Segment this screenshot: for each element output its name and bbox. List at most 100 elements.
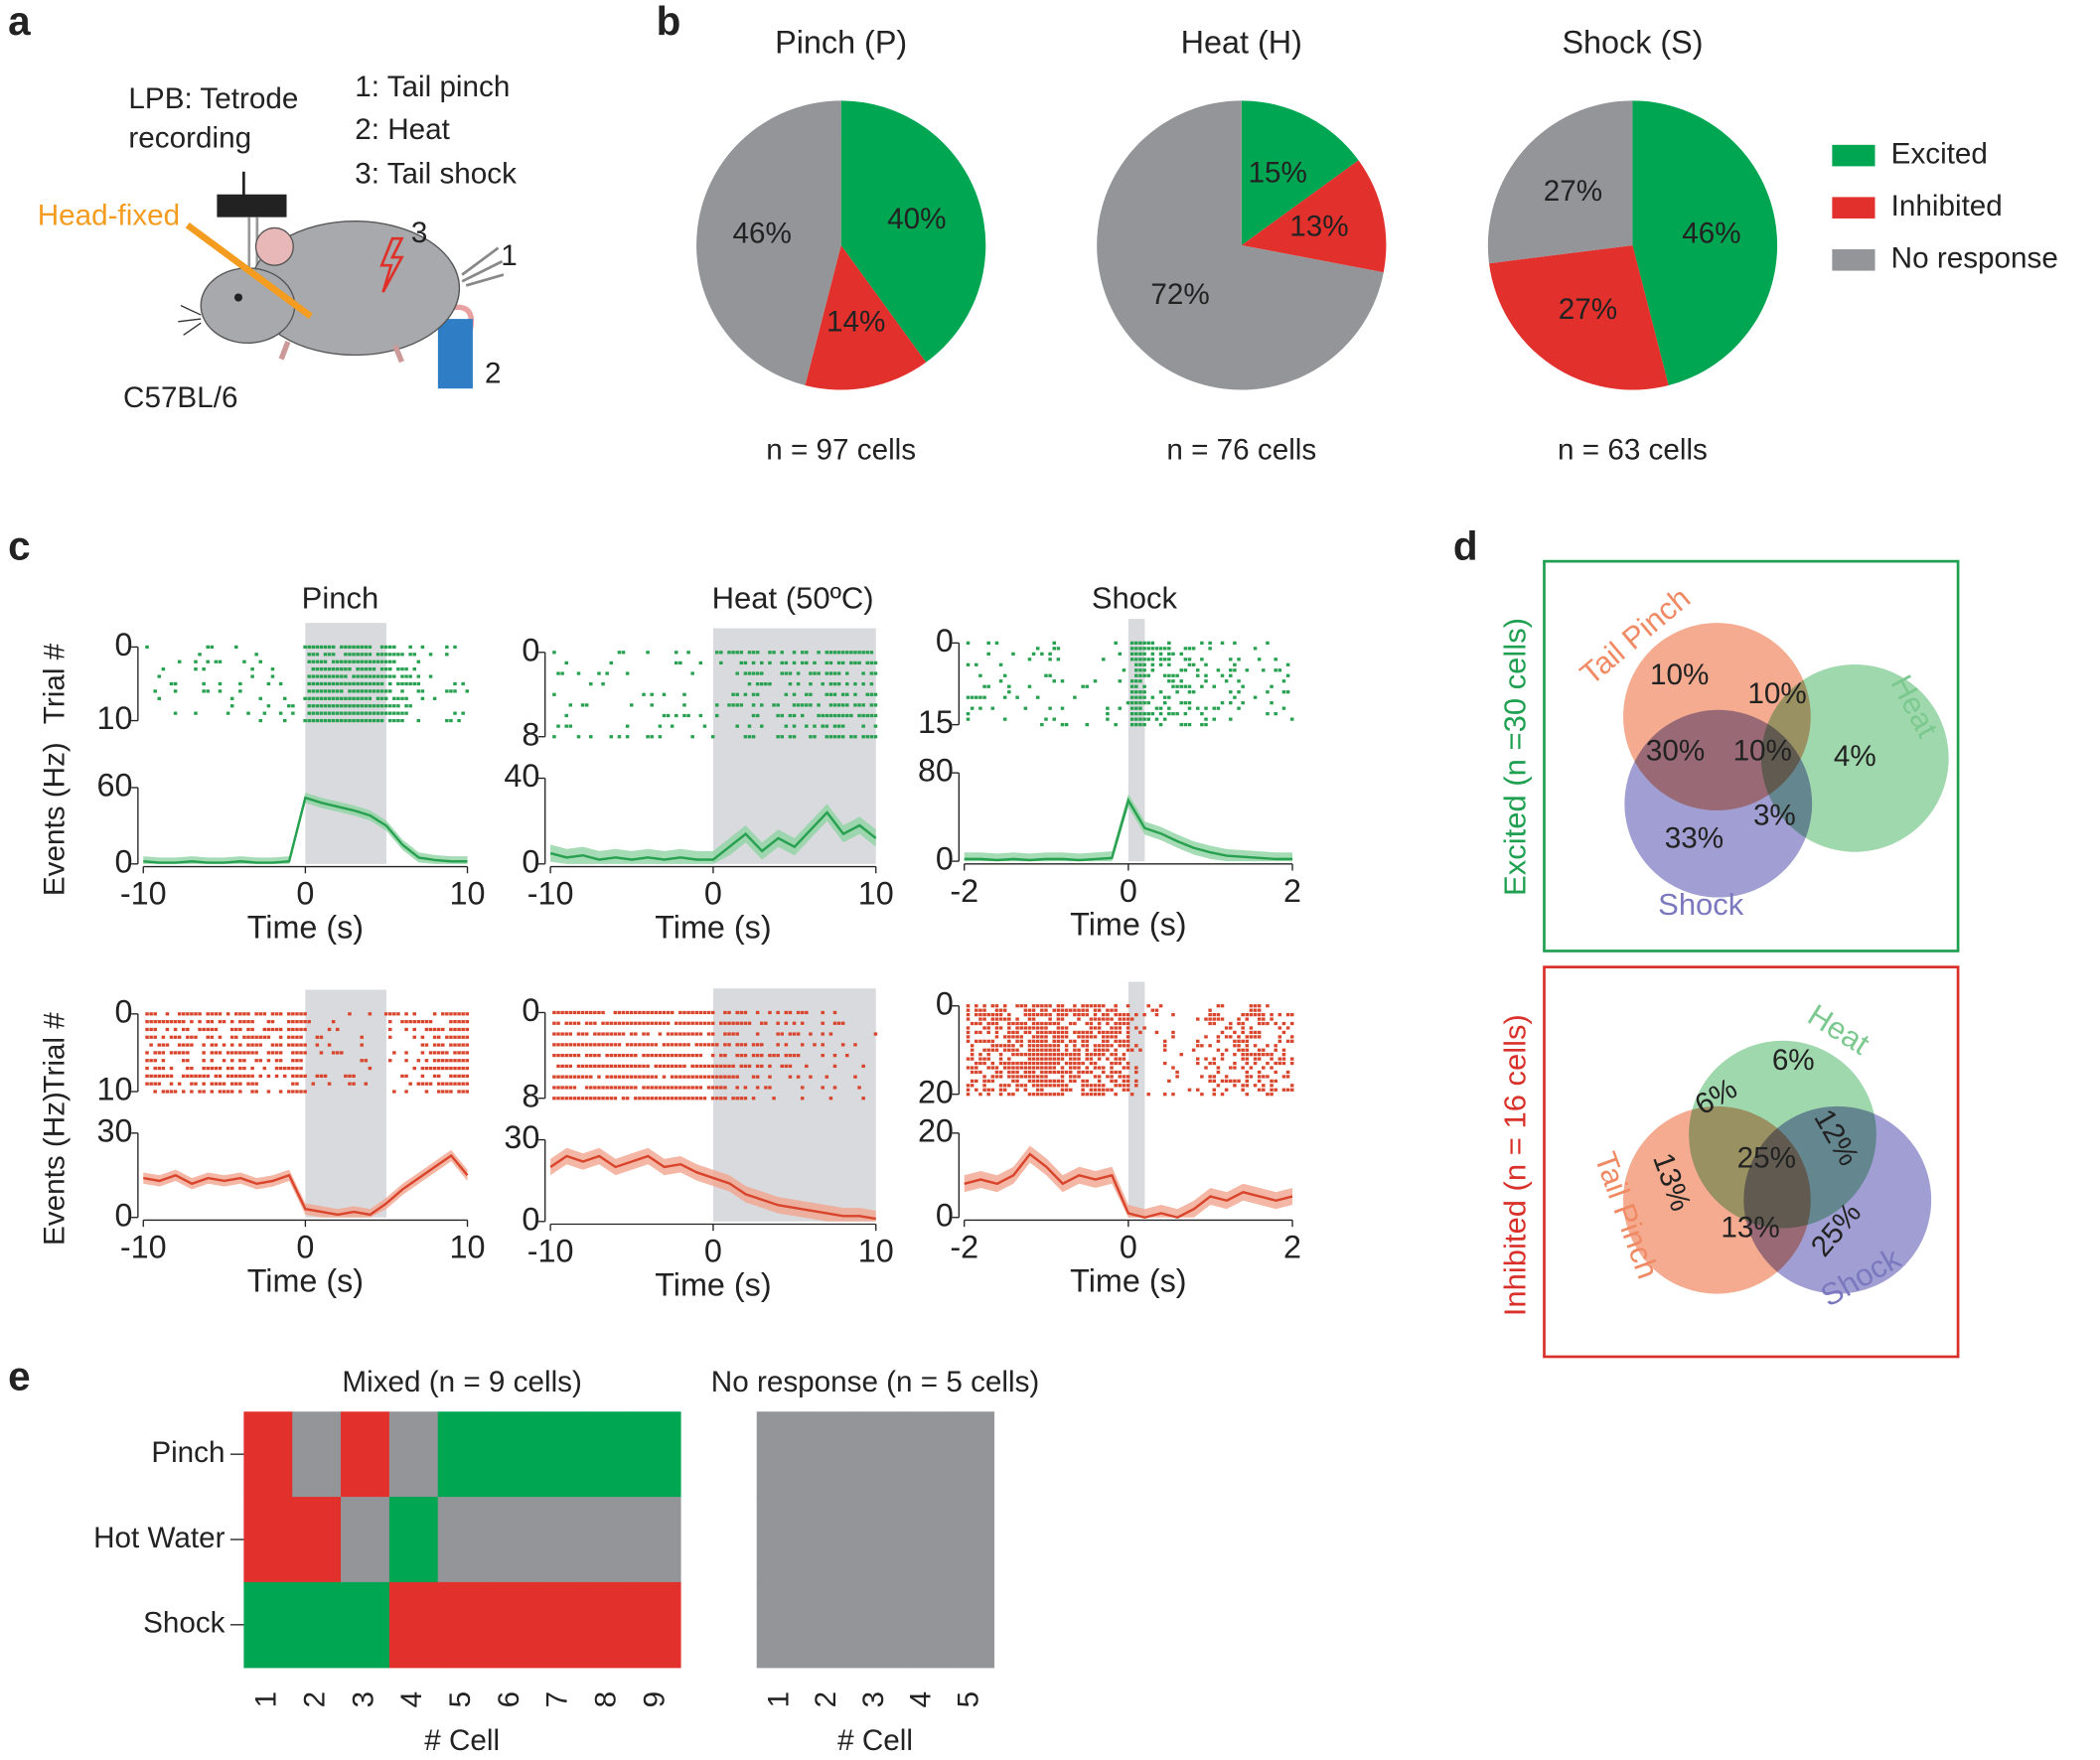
- raster-event: [556, 1086, 560, 1090]
- raster-event: [461, 1090, 465, 1094]
- raster-event: [861, 651, 865, 655]
- raster-event: [1134, 706, 1138, 710]
- raster-event: [1183, 722, 1188, 727]
- raster-event: [364, 689, 369, 693]
- raster-event: [654, 1075, 659, 1079]
- raster-event: [1229, 668, 1233, 672]
- raster-event: [1011, 652, 1015, 656]
- raster-event: [291, 1059, 295, 1063]
- raster-event: [1015, 1004, 1019, 1008]
- raster-event: [813, 724, 817, 728]
- raster-event: [1064, 722, 1069, 727]
- raster-event: [436, 1059, 441, 1063]
- raster-event: [609, 1097, 614, 1100]
- raster-event: [311, 653, 316, 657]
- raster-event: [1212, 1061, 1217, 1066]
- raster-event: [1154, 1013, 1159, 1017]
- raster-event: [780, 1064, 785, 1069]
- raster-event: [731, 1032, 735, 1036]
- raster-event: [662, 1075, 667, 1079]
- raster-event: [1262, 1088, 1266, 1092]
- line: [143, 1153, 469, 1217]
- raster-event: [982, 1026, 986, 1030]
- raster-event: [861, 703, 865, 707]
- raster-event: [853, 1043, 857, 1047]
- raster-event: [1138, 662, 1142, 666]
- raster-event: [214, 1051, 219, 1055]
- raster-event: [731, 1097, 735, 1100]
- venn-region-label: 30%: [1646, 735, 1705, 768]
- raster-event: [1097, 1057, 1102, 1061]
- raster-event: [360, 645, 364, 650]
- raster-event: [1150, 652, 1155, 656]
- raster-event: [428, 1082, 433, 1086]
- raster-event: [727, 1064, 731, 1069]
- raster-event: [1073, 1057, 1077, 1061]
- raster-event: [465, 1027, 469, 1032]
- raster-event: [432, 1051, 437, 1055]
- raster-event: [1102, 1013, 1106, 1017]
- raster-event: [356, 667, 360, 671]
- raster-event: [654, 1010, 659, 1015]
- raster-event: [1208, 1061, 1212, 1066]
- raster-event: [392, 718, 396, 723]
- raster-event: [1002, 1061, 1007, 1066]
- raster-event: [670, 724, 675, 728]
- raster-event: [331, 704, 336, 708]
- raster-event: [1081, 1035, 1085, 1039]
- raster-event: [303, 1020, 307, 1024]
- raster-event: [865, 660, 869, 665]
- raster-event: [605, 1086, 609, 1090]
- raster-event: [299, 1035, 303, 1039]
- raster-event: [303, 1051, 307, 1055]
- raster-event: [751, 1043, 756, 1047]
- raster-event: [675, 1032, 678, 1036]
- raster-event: [229, 1059, 234, 1063]
- raster-event: [998, 1093, 1003, 1097]
- raster-event: [1138, 652, 1142, 656]
- raster-event: [331, 711, 336, 715]
- raster-event: [1102, 1066, 1106, 1070]
- raster-event: [368, 711, 373, 715]
- raster-event: [1122, 1053, 1126, 1057]
- raster-event: [1138, 695, 1142, 699]
- raster-event: [1118, 679, 1123, 683]
- raster-event: [690, 1097, 694, 1100]
- raster-event: [1204, 1066, 1208, 1070]
- raster-event: [682, 1086, 686, 1090]
- raster-event: [1253, 695, 1258, 699]
- raster-event: [315, 660, 320, 663]
- raster-event: [1093, 1004, 1098, 1008]
- raster-event: [966, 695, 971, 699]
- raster-event: [1167, 679, 1171, 683]
- raster-event: [1270, 701, 1274, 705]
- raster-event: [383, 667, 388, 671]
- raster-event: [327, 711, 332, 715]
- raster-event: [161, 1090, 166, 1094]
- raster-event: [238, 681, 242, 686]
- raster-event: [1208, 1044, 1212, 1048]
- raster-event: [760, 660, 764, 665]
- raster-event: [1035, 1044, 1040, 1048]
- panel-label: a: [8, 0, 31, 44]
- raster-event: [1106, 1039, 1110, 1043]
- raster-event: [1285, 1070, 1290, 1075]
- raster-event: [1069, 1021, 1073, 1026]
- raster-event: [1019, 1021, 1023, 1026]
- raster-event: [1129, 641, 1134, 645]
- raster-event: [375, 704, 380, 708]
- raster-event: [621, 1086, 626, 1090]
- raster-event: [449, 1020, 453, 1024]
- raster-event: [1040, 1026, 1044, 1030]
- raster-event: [552, 1097, 556, 1100]
- raster-event: [670, 1010, 675, 1015]
- raster-event: [1089, 1084, 1094, 1088]
- raster-event: [1129, 712, 1134, 716]
- raster-event: [739, 660, 744, 665]
- raster-event: [194, 1012, 198, 1016]
- raster-event: [449, 1027, 453, 1032]
- raster-event: [1220, 1053, 1225, 1057]
- raster-event: [1241, 701, 1245, 705]
- raster-event: [1035, 1013, 1040, 1017]
- raster-event: [1171, 1013, 1175, 1017]
